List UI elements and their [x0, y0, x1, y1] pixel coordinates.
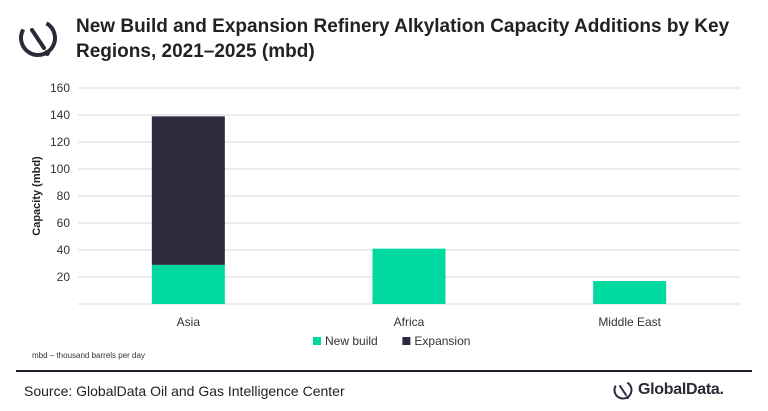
y-tick-label: 80: [57, 189, 71, 203]
y-tick-label: 160: [50, 81, 70, 95]
x-tick-label: Africa: [394, 315, 425, 329]
y-tick-label: 20: [57, 270, 71, 284]
legend-swatch: [402, 337, 411, 345]
y-tick-label: 120: [50, 135, 70, 149]
bar-new-build: [372, 248, 446, 304]
bar-new-build: [593, 281, 667, 304]
bar-new-build: [151, 264, 225, 304]
globaldata-brand-icon: [613, 380, 633, 400]
chart-title: New Build and Expansion Refinery Alkylat…: [76, 16, 730, 62]
x-tick-label: Asia: [177, 315, 201, 329]
legend-swatch: [313, 337, 321, 345]
y-tick-label: 40: [57, 243, 71, 257]
brand-logo: GlobalData.: [612, 377, 724, 403]
bar-chart: 20 40 60 80 100 120 140 160 Capacity (mbd) Asia Af…: [31, 81, 740, 348]
unit-note: mbd – thousand barrels per day: [32, 351, 145, 360]
x-tick-label: Middle East: [598, 315, 661, 329]
y-tick-label: 100: [50, 162, 70, 176]
brand-name: GlobalData.: [638, 381, 724, 398]
legend-label: New build: [325, 334, 378, 348]
y-axis-title: Capacity (mbd): [31, 156, 43, 236]
legend-label: Expansion: [414, 334, 470, 348]
footer-divider: [16, 370, 752, 372]
bar-expansion: [151, 116, 225, 265]
y-tick-label: 60: [57, 216, 71, 230]
globaldata-logo-icon: [19, 19, 57, 57]
source-text: Source: GlobalData Oil and Gas Intellige…: [24, 383, 345, 399]
y-tick-label: 140: [50, 108, 70, 122]
